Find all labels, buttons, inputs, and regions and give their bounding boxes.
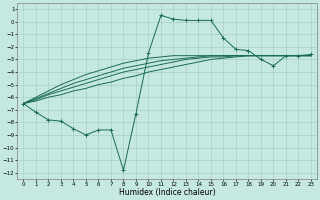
X-axis label: Humidex (Indice chaleur): Humidex (Indice chaleur) bbox=[119, 188, 215, 197]
